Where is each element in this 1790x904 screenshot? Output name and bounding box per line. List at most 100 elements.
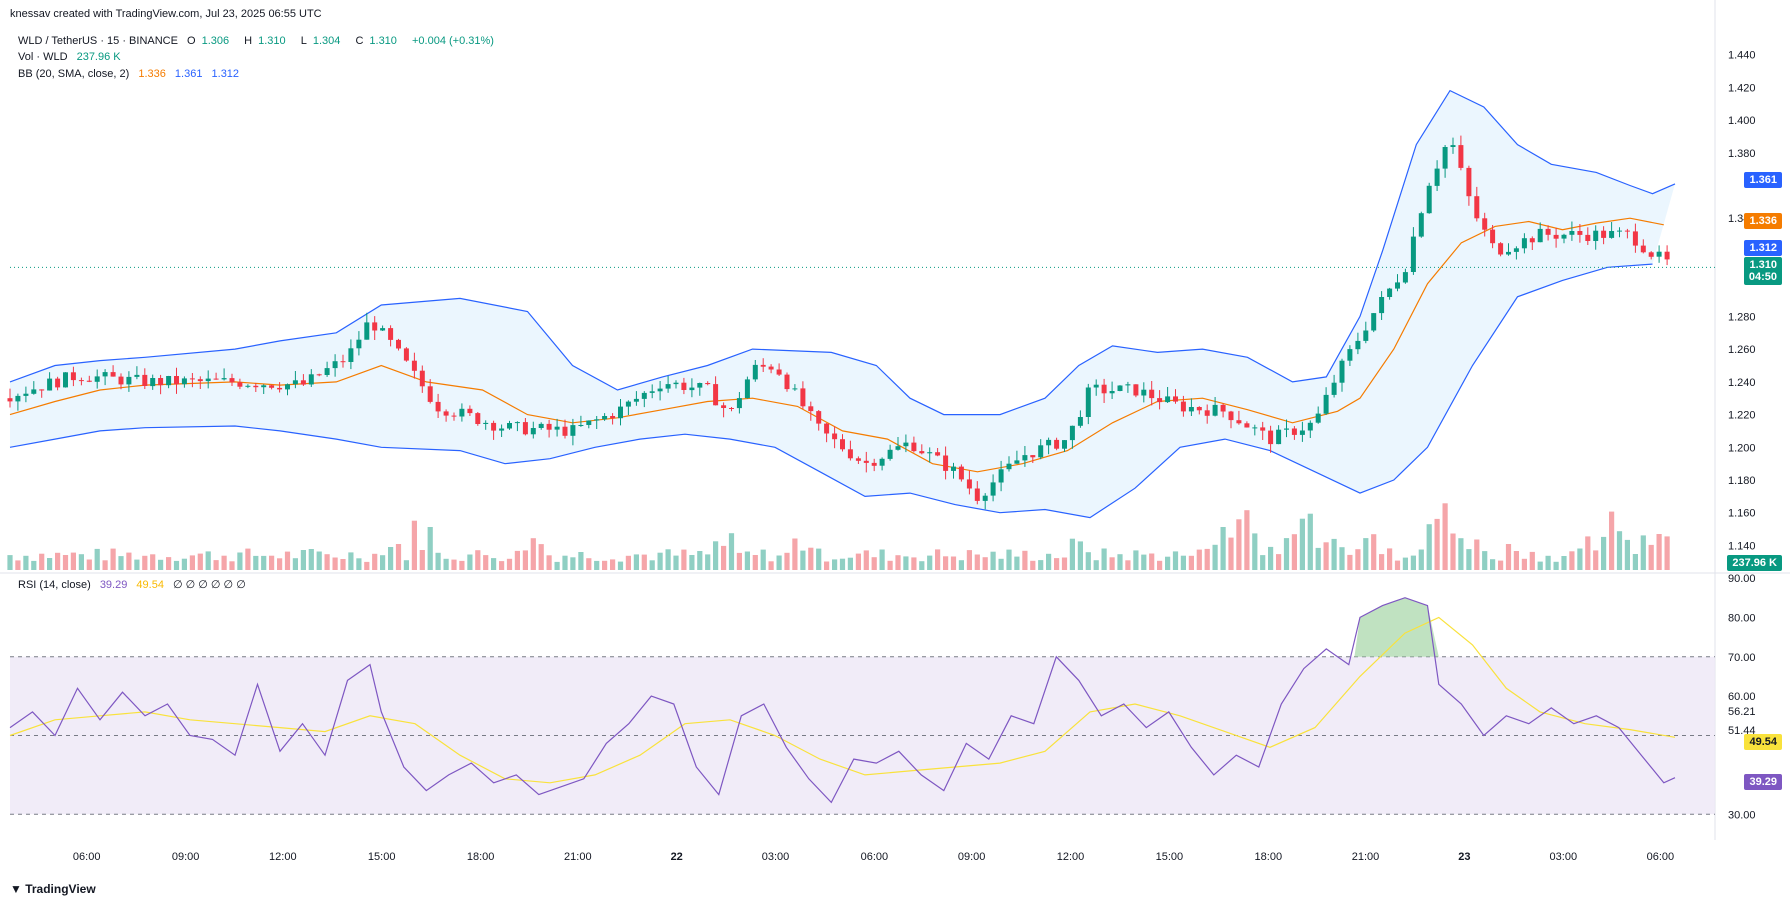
volume-bar xyxy=(7,555,12,570)
volume-bar xyxy=(15,560,20,570)
volume-bar xyxy=(1236,519,1241,570)
volume-bar xyxy=(436,553,441,570)
candle-body xyxy=(903,443,908,447)
candle-body xyxy=(642,393,647,399)
candle-body xyxy=(999,469,1004,482)
volume-bar xyxy=(753,555,758,570)
candle-body xyxy=(31,389,36,393)
candle-body xyxy=(1157,398,1162,402)
candle-body xyxy=(79,380,84,381)
candle-body xyxy=(594,419,599,420)
volume-bar xyxy=(650,560,655,570)
low-value: 1.304 xyxy=(313,35,341,47)
volume-bar xyxy=(475,550,480,570)
candle-body xyxy=(1197,407,1202,410)
price-tick-label: 1.200 xyxy=(1728,442,1756,454)
volume-bar xyxy=(1371,534,1376,570)
candle-body xyxy=(959,467,964,480)
volume-bar xyxy=(309,549,314,570)
candle-body xyxy=(253,386,258,387)
volume-bar xyxy=(1030,561,1035,570)
volume-bar xyxy=(1268,547,1273,570)
volume-bar xyxy=(23,556,28,570)
candle-body xyxy=(777,370,782,375)
candle-body xyxy=(1379,297,1384,313)
volume-bar xyxy=(1466,549,1471,570)
price-tick-label: 1.180 xyxy=(1728,475,1756,487)
tradingview-logo[interactable]: ▼ TradingView xyxy=(10,882,96,896)
volume-bar xyxy=(1276,554,1281,570)
candle-body xyxy=(1395,282,1400,288)
bb-upper-badge: 1.361 xyxy=(1744,172,1782,188)
candle-body xyxy=(761,365,766,367)
volume-bar xyxy=(515,551,520,570)
candle-body xyxy=(1062,440,1067,449)
candle-body xyxy=(420,371,425,387)
volume-bar xyxy=(1284,538,1289,570)
candle-body xyxy=(745,379,750,398)
candle-body xyxy=(1577,231,1582,235)
bb-lower-value: 1.312 xyxy=(212,68,240,80)
candle-body xyxy=(1435,169,1440,186)
volume-bar xyxy=(1569,551,1574,570)
time-tick-label: 22 xyxy=(671,851,683,863)
volume-bar xyxy=(1094,560,1099,570)
volume-bar xyxy=(1062,558,1067,571)
volume-bar xyxy=(1379,554,1384,570)
volume-bar xyxy=(761,550,766,570)
volume-bar xyxy=(1546,556,1551,570)
candle-body xyxy=(309,374,314,384)
candle-body xyxy=(222,378,227,379)
candle-body xyxy=(1110,391,1115,393)
candle-body xyxy=(666,384,671,389)
candle-body xyxy=(372,322,377,330)
candle-body xyxy=(1641,246,1646,253)
bb-legend: BB (20, SMA, close, 2) 1.336 1.361 1.312 xyxy=(18,68,245,80)
candle-body xyxy=(467,409,472,413)
volume-bar xyxy=(1450,534,1455,571)
candle-body xyxy=(459,409,464,417)
candle-body xyxy=(1086,388,1091,418)
candle-body xyxy=(1514,248,1519,252)
volume-bar xyxy=(1133,550,1138,570)
volume-bar xyxy=(499,561,504,570)
volume-bar xyxy=(610,559,615,570)
open-value: 1.306 xyxy=(202,35,230,47)
volume-bar xyxy=(372,554,377,570)
candle-body xyxy=(55,379,60,388)
volume-bar xyxy=(1141,555,1146,570)
volume-bar xyxy=(919,561,924,570)
time-tick-label: 06:00 xyxy=(861,851,889,863)
candle-body xyxy=(1133,384,1138,395)
volume-bar xyxy=(594,561,599,570)
time-tick-label: 21:00 xyxy=(564,851,592,863)
volume-bar xyxy=(63,555,68,570)
volume-bar xyxy=(325,554,330,570)
candle-body xyxy=(713,384,718,405)
candle-body xyxy=(555,427,560,430)
volume-bar xyxy=(911,557,916,570)
volume-bar xyxy=(388,547,393,570)
rsi-tick-label: 30.00 xyxy=(1728,809,1756,821)
candle-body xyxy=(602,416,607,419)
candle-body xyxy=(681,383,686,390)
volume-bar xyxy=(800,551,805,570)
candle-body xyxy=(1562,235,1567,239)
time-tick-label: 18:00 xyxy=(467,851,495,863)
volume-bar xyxy=(1205,549,1210,570)
volume-bar xyxy=(666,549,671,570)
candle-body xyxy=(1340,361,1345,383)
volume-bar xyxy=(1165,557,1170,570)
volume-bar xyxy=(1181,556,1186,570)
candle-body xyxy=(563,427,568,436)
candle-body xyxy=(737,398,742,408)
volume-bar xyxy=(1657,534,1662,570)
candle-body xyxy=(1276,430,1281,444)
volume-bar xyxy=(229,561,234,570)
volume-bar xyxy=(1054,558,1059,570)
time-tick-label: 09:00 xyxy=(958,851,986,863)
candle-body xyxy=(237,382,242,386)
volume-bar xyxy=(103,560,108,570)
candle-body xyxy=(388,328,393,340)
